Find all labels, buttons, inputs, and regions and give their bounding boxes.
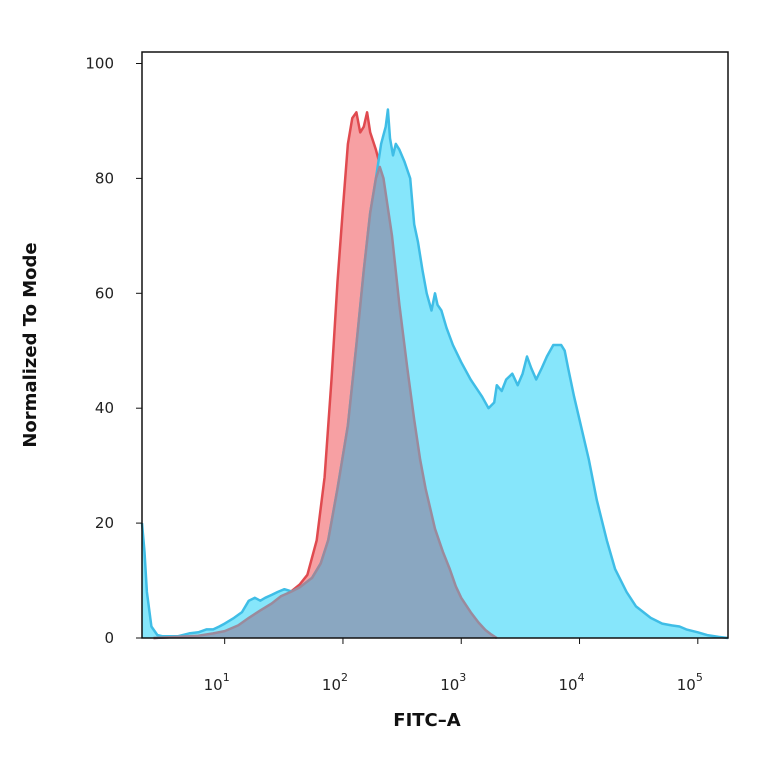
series-3-line — [153, 165, 498, 640]
x-tick-label: 103 — [440, 671, 466, 694]
series-2-line — [140, 108, 729, 640]
y-tick-label: 40 — [95, 399, 114, 417]
x-tick-label: 104 — [558, 671, 584, 694]
series-3-area — [153, 166, 497, 638]
y-axis-ticks: 0 20 40 60 80 100 — [85, 54, 142, 647]
x-tick-label: 101 — [204, 671, 230, 694]
y-tick-label: 100 — [85, 54, 114, 72]
y-axis-title: Normalized To Mode — [20, 242, 41, 447]
y-tick-label: 60 — [95, 284, 114, 302]
y-tick-label: 0 — [104, 629, 114, 647]
series-2-area — [142, 109, 728, 638]
x-tick-label: 102 — [322, 671, 348, 694]
x-axis-title: FITC–A — [393, 710, 460, 731]
y-tick-label: 20 — [95, 514, 114, 532]
plot-frame — [141, 51, 729, 639]
series-layer — [140, 108, 729, 640]
x-axis-ticks: 101 102 103 104 105 — [204, 638, 703, 694]
x-tick-label: 105 — [677, 671, 703, 694]
y-tick-label: 80 — [95, 169, 114, 187]
